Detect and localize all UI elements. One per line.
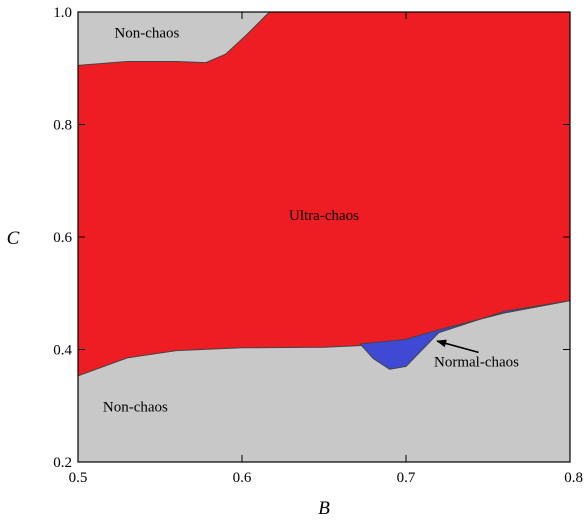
y-tick-label: 0.4 bbox=[53, 343, 72, 359]
y-tick-label: 1.0 bbox=[53, 5, 72, 21]
x-tick-label: 0.8 bbox=[564, 470, 583, 486]
ultra-chaos-region bbox=[78, 12, 570, 377]
y-axis-title: C bbox=[7, 228, 20, 249]
x-tick-label: 0.5 bbox=[69, 470, 88, 486]
x-tick-label: 0.7 bbox=[397, 470, 416, 486]
normal-chaos-region bbox=[359, 300, 570, 370]
non-chaos-label: Non-chaos bbox=[103, 399, 168, 415]
x-axis-ticks: 0.5 0.6 0.7 0.8 bbox=[69, 12, 583, 486]
x-axis-title: B bbox=[318, 498, 330, 519]
y-axis-ticks: 0.2 0.4 0.6 0.8 1.0 bbox=[53, 5, 570, 471]
y-tick-label: 0.8 bbox=[53, 118, 72, 134]
y-tick-label: 0.6 bbox=[53, 230, 72, 246]
ultra-chaos-label: Ultra-chaos bbox=[289, 208, 359, 224]
region-annotations: Non-chaos Ultra-chaos Normal-chaos Non-chao… bbox=[103, 25, 519, 415]
x-tick-label: 0.6 bbox=[233, 470, 252, 486]
normal-chaos-arrow bbox=[436, 339, 479, 354]
y-tick-label: 0.2 bbox=[53, 455, 72, 471]
non-chaos-label: Non-chaos bbox=[114, 25, 179, 41]
plot-area bbox=[78, 12, 570, 462]
normal-chaos-label: Normal-chaos bbox=[434, 354, 519, 370]
